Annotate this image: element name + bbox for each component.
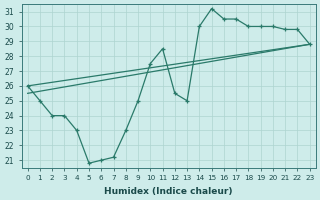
X-axis label: Humidex (Indice chaleur): Humidex (Indice chaleur): [104, 187, 233, 196]
